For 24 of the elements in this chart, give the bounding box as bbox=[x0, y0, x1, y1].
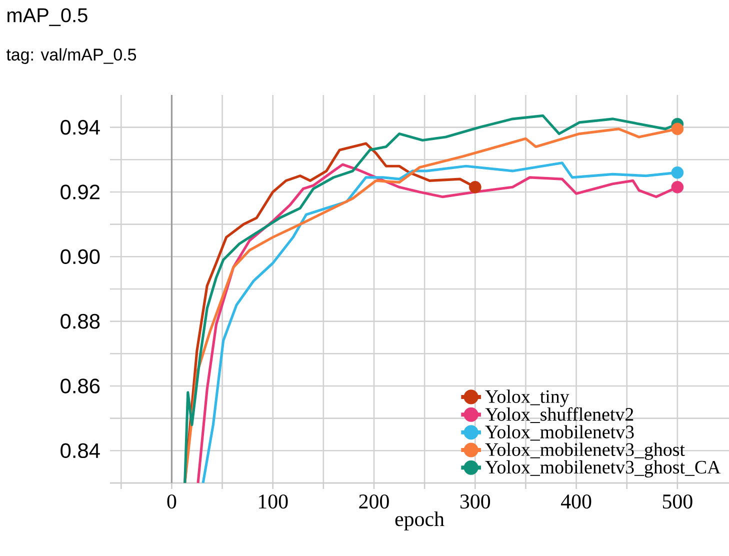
legend-label: Yolox_tiny bbox=[485, 390, 570, 407]
y-tick-label: 0.86 bbox=[60, 378, 100, 394]
x-tick-label: 100 bbox=[259, 494, 288, 509]
x-tick-label: 0 bbox=[167, 494, 176, 509]
point bbox=[468, 180, 482, 194]
chart-title: mAP_0.5 bbox=[8, 8, 88, 26]
y-tick-label: 0.90 bbox=[60, 249, 100, 264]
y-tick-label: 0.92 bbox=[60, 184, 100, 200]
x-axis-title: epoch bbox=[395, 511, 444, 530]
x-tick-label: 300 bbox=[460, 494, 490, 509]
point bbox=[671, 166, 684, 179]
x-tick-label: 500 bbox=[662, 494, 692, 509]
y-tick-label: 0.94 bbox=[60, 120, 100, 135]
chart-subtitle: tag: val/mAP_0.5 bbox=[6, 48, 136, 64]
y-tick-label: 0.84 bbox=[60, 443, 100, 458]
point bbox=[671, 180, 684, 194]
point bbox=[671, 122, 684, 136]
legend-label: Yolox_shufflenetv2 bbox=[485, 407, 634, 424]
legend-label: Yolox_mobilenetv3_ghost_CA bbox=[485, 460, 721, 478]
x-tick-label: 200 bbox=[359, 494, 389, 509]
legend-label: Yolox_mobilenetv3 bbox=[485, 425, 634, 441]
legend-label: Yolox_mobilenetv3_ghost bbox=[485, 442, 685, 460]
x-tick-label: 400 bbox=[560, 494, 592, 509]
y-tick-label: 0.88 bbox=[60, 314, 100, 329]
